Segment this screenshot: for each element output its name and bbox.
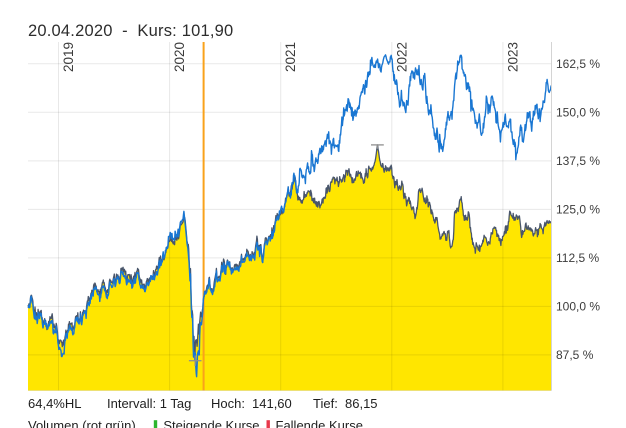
svg-text:2023: 2023 bbox=[505, 42, 520, 72]
svg-text:Steigende Kurse: Steigende Kurse bbox=[163, 418, 259, 428]
svg-text:2019: 2019 bbox=[61, 42, 76, 72]
svg-text:Volumen (rot grün): Volumen (rot grün) bbox=[28, 418, 136, 428]
svg-text:150,0 %: 150,0 % bbox=[556, 106, 600, 120]
svg-text:Intervall: 1 Tag: Intervall: 1 Tag bbox=[107, 396, 191, 411]
svg-text:2021: 2021 bbox=[283, 42, 298, 72]
svg-text:141,60: 141,60 bbox=[252, 396, 292, 411]
svg-text:Fallende Kurse: Fallende Kurse bbox=[276, 418, 363, 428]
svg-text:Hoch:: Hoch: bbox=[211, 396, 245, 411]
svg-text:112,5 %: 112,5 % bbox=[556, 251, 599, 265]
svg-text:64,4%HL: 64,4%HL bbox=[28, 396, 81, 411]
svg-text:86,15: 86,15 bbox=[345, 396, 378, 411]
svg-text:20.04.2020 - Kurs: 101,90: 20.04.2020 - Kurs: 101,90 bbox=[28, 22, 233, 40]
svg-text:100,0 %: 100,0 % bbox=[556, 300, 600, 314]
svg-text:87,5 %: 87,5 % bbox=[556, 348, 594, 362]
svg-text:2020: 2020 bbox=[172, 42, 187, 72]
svg-text:137,5 %: 137,5 % bbox=[556, 154, 600, 168]
svg-text:2022: 2022 bbox=[394, 42, 409, 72]
svg-text:Tief:: Tief: bbox=[313, 396, 338, 411]
svg-text:162,5 %: 162,5 % bbox=[556, 57, 600, 71]
svg-text:125,0 %: 125,0 % bbox=[556, 203, 600, 217]
